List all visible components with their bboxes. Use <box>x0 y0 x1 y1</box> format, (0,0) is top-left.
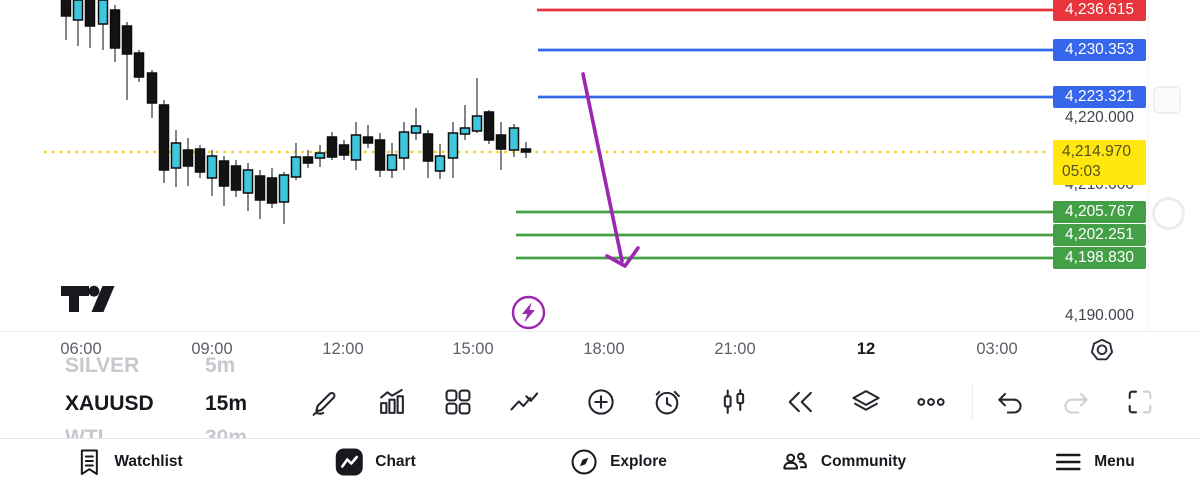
tradingview-logo[interactable] <box>61 285 115 315</box>
undo-button[interactable] <box>987 380 1031 424</box>
symbol-name[interactable]: XAUUSD <box>65 392 154 415</box>
watchlist-icon <box>80 449 98 475</box>
price-scale-divider <box>1148 0 1149 331</box>
nav-label: Community <box>820 453 907 470</box>
time-axis-label: 06:00 <box>60 340 102 358</box>
draw-button[interactable] <box>303 380 347 424</box>
nav-item-explore[interactable]: Explore <box>569 439 667 484</box>
fullscreen-icon <box>1128 390 1152 414</box>
menu-icon <box>1055 453 1081 471</box>
time-axis-label: 15:00 <box>452 340 494 358</box>
explore-icon <box>571 449 597 475</box>
arrow-annotation-head <box>605 246 640 268</box>
chart-settings-button[interactable] <box>1088 337 1116 363</box>
time-axis-label: 03:00 <box>976 340 1018 358</box>
lightning-icon <box>511 295 546 330</box>
layout-grid-button[interactable] <box>436 380 480 424</box>
redo-button[interactable] <box>1055 380 1099 424</box>
nav-item-menu[interactable]: Menu <box>1053 439 1135 484</box>
bar-replay-button[interactable] <box>778 380 822 424</box>
interval-value[interactable]: 15m <box>205 392 248 415</box>
time-axis-label: 12:00 <box>322 340 364 358</box>
chart-type-icon <box>723 388 745 414</box>
add-icon <box>588 389 614 415</box>
nav-label: Explore <box>610 453 667 470</box>
nav-item-community[interactable]: Community <box>780 439 906 484</box>
alerts-button[interactable] <box>645 380 689 424</box>
candlestick-chart[interactable] <box>0 0 1200 332</box>
indicators-icon <box>380 388 404 414</box>
chart-icon <box>335 448 363 476</box>
bottom-navigation: Watchlist Chart Explore Community Menu <box>0 438 1200 484</box>
indicators-button[interactable] <box>370 380 414 424</box>
interval-value[interactable]: 5m <box>205 354 236 377</box>
alerts-icon <box>655 390 680 415</box>
picker-row-silver[interactable]: SILVER 5m <box>65 352 295 380</box>
ghost-button <box>1153 86 1181 114</box>
layers-icon <box>852 390 880 411</box>
time-axis-label: 09:00 <box>191 340 233 358</box>
patterns-icon <box>510 392 539 411</box>
nav-label: Menu <box>1094 453 1135 470</box>
gear-icon <box>1090 338 1114 361</box>
add-button[interactable] <box>579 380 623 424</box>
layout-grid-icon <box>445 389 471 415</box>
time-axis-label: 18:00 <box>583 340 625 358</box>
nav-item-chart[interactable]: Chart <box>334 439 416 484</box>
draw-icon <box>312 391 336 416</box>
chart-type-button[interactable] <box>712 380 756 424</box>
time-axis-label: 12 <box>856 340 876 358</box>
more-icon <box>917 398 945 406</box>
time-axis-label: 21:00 <box>714 340 756 358</box>
nav-label: Watchlist <box>114 453 183 470</box>
bar-replay-icon <box>788 391 812 413</box>
community-icon <box>783 452 807 470</box>
fullscreen-button[interactable] <box>1118 380 1162 424</box>
toolbar-divider <box>972 384 973 420</box>
symbol-name[interactable]: SILVER <box>65 354 140 377</box>
patterns-button[interactable] <box>502 380 546 424</box>
chart-canvas[interactable] <box>0 0 1200 332</box>
layers-button[interactable] <box>844 380 888 424</box>
nav-label: Chart <box>375 453 416 470</box>
time-axis[interactable]: 06:00 09:00 12:00 15:00 18:00 21:00 12 03:00 <box>0 331 1200 368</box>
ghost-circle-button <box>1152 197 1185 230</box>
picker-row-xauusd[interactable]: XAUUSD 15m <box>65 390 295 418</box>
flash-button[interactable] <box>510 294 547 331</box>
tradingview-logo-icon <box>61 285 115 312</box>
nav-item-watchlist[interactable]: Watchlist <box>73 439 183 484</box>
arrow-annotation[interactable] <box>581 72 624 263</box>
redo-icon <box>1064 392 1088 414</box>
more-button[interactable] <box>909 380 953 424</box>
undo-icon <box>998 392 1022 414</box>
